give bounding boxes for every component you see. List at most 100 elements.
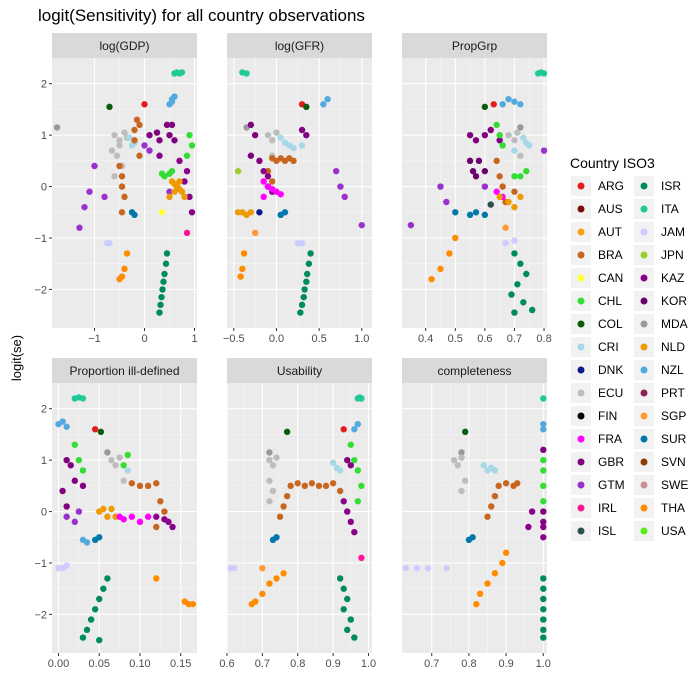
- point-chl: [351, 456, 358, 464]
- point-sur: [96, 534, 103, 541]
- point-isr: [159, 286, 166, 293]
- legend-item-gbr: GBR: [571, 452, 624, 472]
- point-nzl: [171, 93, 178, 100]
- point-gbr: [146, 131, 153, 139]
- point-isr: [297, 309, 304, 316]
- point-cri: [491, 467, 499, 474]
- point-jam: [511, 237, 518, 244]
- point-kaz: [525, 523, 532, 531]
- point-isr: [540, 616, 547, 623]
- point-chl: [75, 456, 83, 464]
- point-gbr: [344, 456, 351, 464]
- point-arg: [141, 101, 148, 108]
- point-ecu: [121, 129, 128, 136]
- point-jam: [424, 564, 432, 572]
- point-can: [158, 209, 166, 216]
- point-gtm: [146, 147, 153, 154]
- legend-label: GTM: [598, 478, 625, 492]
- point-jam: [63, 562, 70, 569]
- panels: log(GDP) −1 0 1 −2 −1 0 1 2 log(GFR) −0.5 0.0 0.5 1.0…: [34, 33, 552, 670]
- legend-label: ARG: [598, 179, 624, 193]
- point-sur: [472, 209, 480, 216]
- point-nld: [178, 188, 186, 195]
- y-tick-label: 1: [41, 130, 47, 142]
- point-chl: [347, 441, 354, 448]
- x-tick-label: 0.8: [290, 658, 305, 670]
- point-bra: [133, 116, 141, 123]
- point-bra: [136, 482, 144, 490]
- point-gbr: [166, 131, 173, 139]
- point-gtm: [481, 183, 489, 190]
- point-chl: [161, 173, 168, 180]
- legend-label: USA: [661, 524, 686, 538]
- point-arg: [490, 101, 497, 108]
- point-ecu: [120, 477, 127, 484]
- legend-item-gtm: GTM: [571, 475, 625, 495]
- point-kor: [481, 167, 489, 175]
- y-tick-label: 2: [41, 79, 47, 91]
- point-isr: [91, 606, 99, 613]
- legend-label: AUS: [598, 202, 623, 216]
- gridlines: [226, 383, 372, 653]
- point-ecu: [454, 462, 461, 469]
- point-gbr: [171, 137, 178, 144]
- point-chl: [79, 467, 87, 474]
- point-isr: [158, 293, 165, 301]
- point-gbr: [168, 121, 176, 129]
- point-ecu: [116, 137, 123, 144]
- point-bra: [488, 503, 495, 510]
- x-tick-label: 0.00: [48, 658, 69, 670]
- y-axis-label: logit(se): [9, 335, 24, 381]
- point-gtm: [443, 198, 450, 206]
- point-chl: [358, 482, 365, 490]
- point-isr: [540, 626, 547, 634]
- points: [53, 69, 196, 316]
- point-nld: [247, 209, 255, 216]
- x-tick-label: 1.0: [536, 658, 551, 670]
- point-cri: [329, 459, 337, 466]
- point-isr: [340, 585, 347, 592]
- point-ita: [239, 69, 246, 76]
- y-tick-label: 2: [41, 404, 47, 416]
- point-chl: [511, 173, 518, 180]
- point-nzl: [511, 98, 518, 105]
- point-bra: [157, 498, 164, 505]
- point-gbr: [153, 129, 161, 136]
- point-gbr: [496, 137, 503, 144]
- point-isr: [347, 616, 354, 623]
- point-bra: [493, 157, 500, 165]
- y-tick-label: −2: [34, 284, 47, 296]
- point-jam: [502, 239, 509, 247]
- panel-4: Proportion ill-defined 0.00 0.05 0.10 0.15 −2…: [34, 358, 197, 670]
- point-nld: [181, 193, 188, 201]
- legend-item-can: CAN: [571, 268, 623, 288]
- point-tha: [237, 273, 244, 280]
- point-kaz: [344, 508, 351, 515]
- legend-title: Country ISO3: [570, 155, 655, 171]
- legend-item-ita: ITA: [634, 199, 679, 219]
- point-bra: [502, 480, 510, 487]
- point-tha: [239, 265, 246, 273]
- legend-item-sgp: SGP: [634, 406, 686, 426]
- point-irl: [183, 229, 191, 237]
- point-nzl: [499, 101, 506, 108]
- point-isr: [351, 634, 358, 641]
- point-kaz: [340, 498, 347, 505]
- legend-swatch: [640, 412, 648, 420]
- point-tha: [189, 600, 197, 608]
- point-bra: [514, 480, 521, 487]
- point-kor: [472, 173, 480, 180]
- point-ecu: [112, 462, 119, 469]
- legend-swatch: [640, 481, 648, 489]
- point-tha: [476, 590, 484, 598]
- panel-strip: [227, 358, 372, 383]
- point-gbr: [63, 456, 70, 464]
- point-fra: [260, 193, 267, 201]
- legend-swatch: [640, 458, 648, 466]
- legend-item-jpn: JPN: [634, 245, 684, 265]
- point-gtm: [332, 167, 340, 175]
- point-isr: [514, 281, 521, 288]
- point-nzl: [540, 420, 547, 428]
- point-gtm: [91, 162, 98, 170]
- point-bra: [308, 480, 316, 487]
